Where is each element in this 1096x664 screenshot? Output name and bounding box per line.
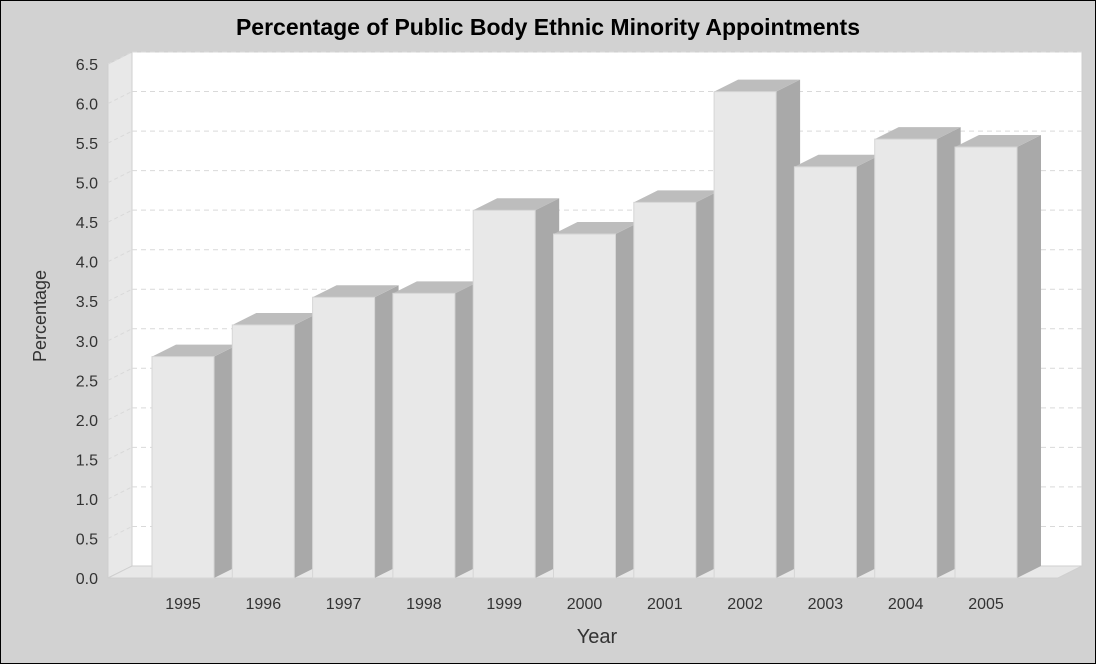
bar-top bbox=[633, 190, 720, 203]
x-tick-label: 2002 bbox=[727, 596, 763, 613]
bar bbox=[793, 154, 881, 579]
y-tick-label: 4.5 bbox=[76, 215, 98, 232]
y-tick-label: 2.5 bbox=[76, 373, 98, 390]
gridline-wall bbox=[107, 446, 133, 460]
gridline-wall bbox=[107, 367, 133, 381]
gridline-wall bbox=[107, 486, 133, 500]
x-tick-label: 1997 bbox=[326, 596, 362, 613]
bar-top bbox=[553, 222, 640, 235]
plot-left-wall bbox=[107, 51, 133, 579]
bar-top bbox=[392, 281, 479, 294]
chart-title: Percentage of Public Body Ethnic Minorit… bbox=[235, 14, 861, 40]
x-tick-label: 2000 bbox=[567, 596, 603, 613]
bar-front bbox=[553, 233, 616, 579]
y-tick-label: 6.5 bbox=[76, 57, 98, 74]
y-tick-label: 5.0 bbox=[76, 176, 98, 193]
y-tick-label: 3.5 bbox=[76, 294, 98, 311]
bar bbox=[151, 344, 238, 579]
x-tick-label: 1998 bbox=[406, 596, 442, 613]
bar-front bbox=[231, 324, 295, 579]
y-tick-label: 6.0 bbox=[76, 97, 98, 114]
bar-front bbox=[633, 201, 697, 579]
x-axis-label: Year bbox=[577, 626, 618, 648]
bar-front bbox=[713, 91, 777, 579]
bar bbox=[713, 79, 801, 579]
gridline-wall bbox=[107, 130, 133, 144]
bar-front bbox=[874, 138, 938, 579]
y-tick-label: 0.0 bbox=[76, 571, 98, 588]
gridline-wall bbox=[107, 288, 133, 302]
y-tick-label: 3.0 bbox=[76, 334, 98, 351]
gridline-wall bbox=[107, 51, 133, 65]
gridline-wall bbox=[107, 91, 133, 104]
bar-front bbox=[954, 146, 1018, 579]
gridline-wall bbox=[107, 209, 133, 223]
bar bbox=[633, 190, 720, 579]
gridline-wall bbox=[107, 328, 133, 342]
bar-top bbox=[232, 312, 319, 325]
x-tick-label: 2004 bbox=[888, 596, 924, 613]
y-tick-label: 2.0 bbox=[76, 413, 98, 430]
bar-front bbox=[392, 292, 456, 579]
bar bbox=[874, 127, 961, 579]
bar-top bbox=[714, 79, 801, 92]
gridline-wall bbox=[107, 407, 133, 421]
bar-top bbox=[794, 154, 881, 167]
bar-top bbox=[152, 344, 238, 357]
x-tick-label: 2003 bbox=[808, 596, 844, 613]
bar-front bbox=[151, 356, 215, 579]
y-tick-label: 0.5 bbox=[76, 531, 98, 548]
bar bbox=[553, 222, 640, 579]
y-tick-label: 5.5 bbox=[76, 136, 98, 153]
gridline-wall bbox=[107, 526, 133, 539]
x-tick-label: 2001 bbox=[647, 596, 683, 613]
bar-front bbox=[472, 209, 536, 579]
bar-front bbox=[312, 296, 376, 579]
bar bbox=[472, 198, 560, 579]
bar-top bbox=[473, 198, 560, 211]
bar bbox=[392, 281, 479, 579]
bar bbox=[231, 312, 319, 579]
x-tick-label: 1996 bbox=[246, 596, 282, 613]
gridline-wall bbox=[107, 249, 133, 263]
bar bbox=[954, 135, 1041, 579]
gridline-wall bbox=[107, 170, 133, 184]
bar-side bbox=[1017, 135, 1041, 578]
y-tick-label: 1.5 bbox=[76, 452, 98, 469]
y-tick-label: 1.0 bbox=[76, 492, 98, 509]
x-tick-label: 1995 bbox=[165, 596, 201, 613]
y-axis-label: Percentage bbox=[30, 270, 50, 362]
bar-top bbox=[312, 285, 399, 298]
bar-front bbox=[793, 166, 857, 579]
y-tick-label: 4.0 bbox=[76, 255, 98, 272]
bar-top bbox=[874, 127, 961, 140]
bar-top bbox=[955, 135, 1041, 148]
x-tick-label: 2005 bbox=[968, 596, 1004, 613]
bar bbox=[312, 285, 399, 579]
x-tick-label: 1999 bbox=[486, 596, 522, 613]
